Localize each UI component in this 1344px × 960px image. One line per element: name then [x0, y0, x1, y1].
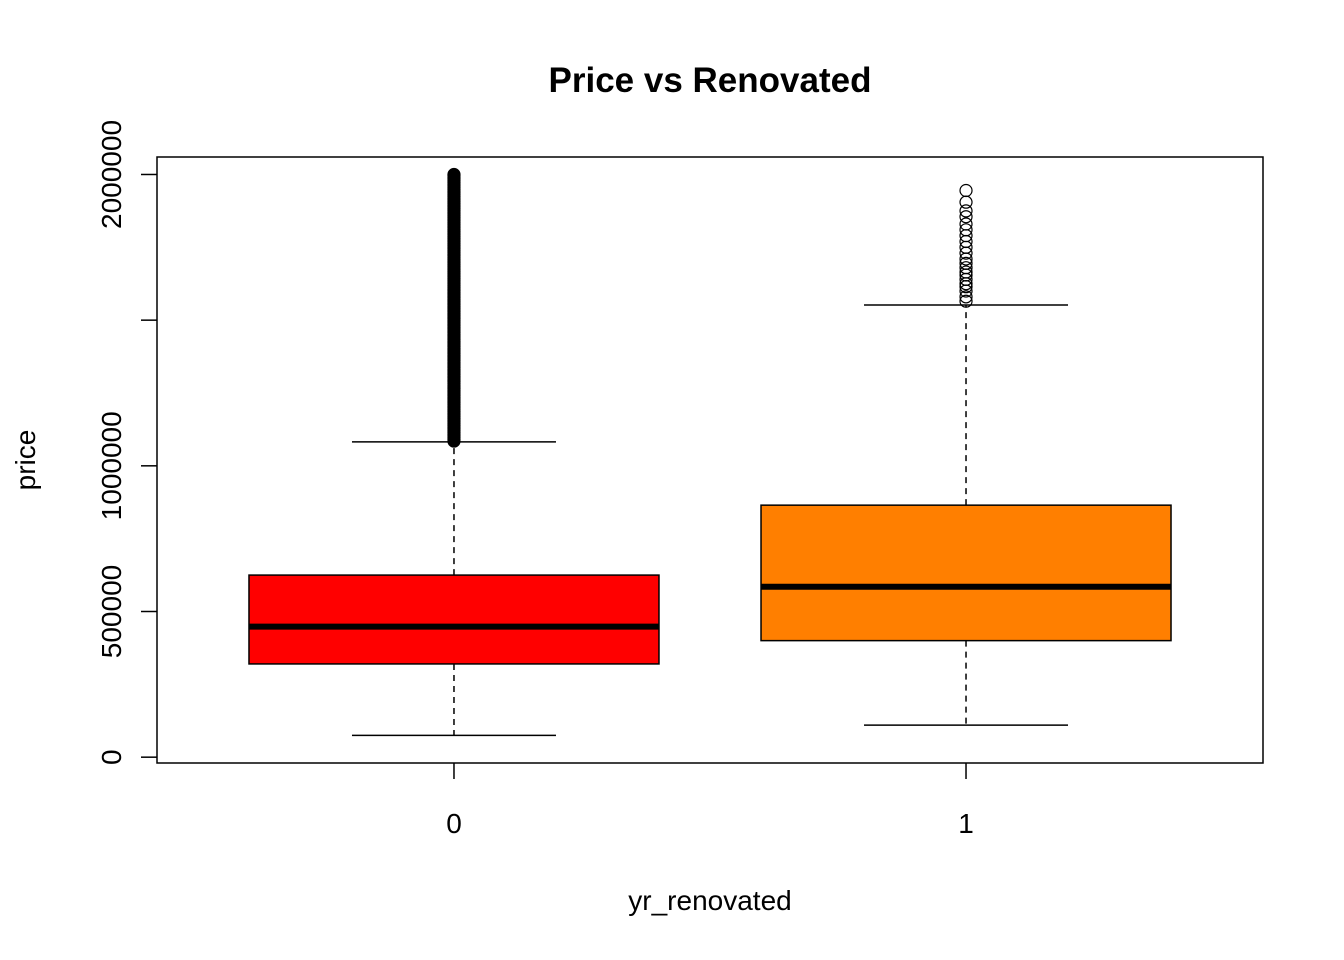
outlier-point [959, 256, 973, 270]
outlier-point [959, 261, 973, 275]
outlier-point [959, 290, 973, 304]
outlier-point [959, 223, 973, 237]
iqr-box [760, 504, 1172, 642]
plot-frame [156, 156, 1264, 764]
x-axis-label: yr_renovated [628, 885, 791, 916]
x-tick-label: 0 [446, 808, 462, 839]
box-group-0 [248, 167, 660, 737]
y-tick-label: 500000 [96, 565, 127, 658]
outlier-point [959, 195, 973, 209]
y-tick-label: 1000000 [96, 411, 127, 520]
x-tick-label: 1 [958, 808, 974, 839]
outlier-point [959, 265, 973, 279]
chart-title: Price vs Renovated [549, 61, 872, 100]
outlier-point [959, 294, 973, 308]
outlier-point [959, 183, 973, 198]
outlier-point [447, 167, 461, 182]
iqr-box [248, 574, 660, 665]
outlier-point [959, 210, 973, 224]
y-tick-label: 2000000 [96, 120, 127, 229]
y-axis: 0 500000 1000000 2000000 [96, 120, 157, 765]
boxes-layer [248, 167, 1172, 737]
box-group-1 [760, 183, 1172, 726]
y-axis-label: price [10, 430, 41, 491]
y-tick-label: 0 [96, 749, 127, 765]
outlier-point [959, 217, 973, 231]
outlier-point [959, 204, 973, 218]
